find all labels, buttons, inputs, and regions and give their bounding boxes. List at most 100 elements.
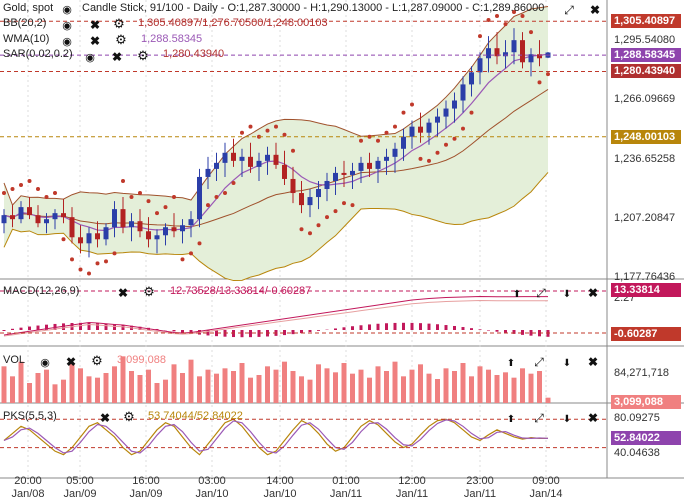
gear-icon[interactable] [112, 17, 126, 31]
volume-bar [350, 373, 355, 403]
close-icon[interactable] [586, 411, 600, 425]
candle-body [341, 172, 347, 175]
time-tick-label: 16:00 [132, 475, 160, 487]
eye-icon[interactable] [60, 34, 74, 48]
sar-dot [163, 205, 168, 210]
volume-bar [477, 366, 483, 403]
close-icon[interactable] [110, 50, 124, 64]
eye-icon[interactable] [83, 50, 97, 64]
move-down-icon[interactable] [560, 286, 574, 300]
candle-body [248, 156, 253, 167]
sar-dot [520, 14, 525, 19]
sar-dot [427, 158, 431, 163]
candle-body [333, 172, 338, 181]
macd-histogram-bar [359, 325, 363, 330]
bb-values: 1,305.40897/1,276.70500/1,248.00103 [138, 17, 328, 29]
volume-bar [163, 379, 168, 403]
candle-body [537, 54, 542, 59]
volume-bar [231, 371, 236, 403]
sar-dot [248, 124, 253, 129]
move-up-icon[interactable] [504, 355, 518, 369]
macd-label: MACD(12,26,9) [3, 285, 80, 297]
volume-bar [367, 377, 372, 403]
macd-histogram-bar [19, 327, 23, 330]
candle-body [316, 189, 321, 198]
gear-icon[interactable] [142, 285, 156, 299]
gear-icon[interactable] [114, 33, 128, 47]
close-icon[interactable] [64, 355, 78, 369]
volume-bar [188, 359, 194, 403]
expand-icon[interactable] [534, 286, 548, 300]
date-tick-label: Jan/09 [63, 488, 97, 500]
price-box: 1,288.58345 [611, 48, 681, 63]
sar-dot [121, 178, 125, 183]
close-icon[interactable] [586, 286, 600, 300]
volume-bar [180, 373, 185, 403]
eye-icon[interactable] [60, 2, 74, 16]
sar-dot [155, 211, 159, 216]
macd-histogram-bar [402, 322, 405, 330]
candle-body [103, 227, 109, 240]
candle-body [375, 160, 381, 169]
pks-tick-label: 80.09275 [614, 412, 660, 425]
volume-bar [307, 379, 313, 403]
volume-bar [52, 384, 58, 403]
volume-bar [545, 397, 551, 403]
date-tick-label: Jan/14 [529, 488, 563, 500]
sar-dot [240, 130, 244, 135]
pks-label: PKS(5,5,3) [3, 410, 57, 422]
volume-bar [341, 363, 347, 403]
expand-icon[interactable] [532, 355, 546, 369]
move-down-icon[interactable] [560, 411, 574, 425]
eye-icon[interactable] [38, 355, 52, 369]
move-up-icon[interactable] [504, 411, 518, 425]
candle-body [120, 209, 126, 228]
close-icon[interactable] [98, 411, 112, 425]
gear-icon[interactable] [136, 49, 150, 63]
volume-bar [494, 375, 500, 403]
volume-bar [511, 377, 517, 403]
sar-dot [503, 22, 508, 27]
macd-histogram-bar [436, 324, 439, 330]
time-tick-label: 23:00 [466, 475, 494, 487]
volume-bar [214, 373, 219, 403]
macd-histogram-bar [461, 327, 465, 330]
close-icon[interactable] [586, 355, 600, 369]
macd-histogram-bar [87, 322, 91, 330]
volume-bar [528, 373, 534, 403]
volume-bar [78, 368, 83, 403]
candle-body [443, 108, 449, 117]
candle-body [188, 219, 194, 226]
date-tick-label: Jan/10 [195, 488, 229, 500]
candle-body [477, 58, 483, 73]
sar-dot [95, 261, 100, 266]
sar-dot [512, 10, 516, 14]
macd-histogram-bar [419, 323, 422, 330]
volume-bar [290, 371, 296, 403]
vol-values: 3,099,088 [117, 354, 166, 366]
move-up-icon[interactable] [510, 286, 524, 300]
expand-icon[interactable] [532, 411, 546, 425]
macd-histogram-bar [283, 330, 286, 336]
date-tick-label: Jan/11 [463, 488, 497, 500]
close-icon[interactable] [116, 286, 130, 300]
expand-icon[interactable] [562, 3, 576, 17]
macd-histogram-bar [28, 326, 31, 330]
gear-icon[interactable] [122, 410, 136, 424]
volume-bar [460, 363, 466, 403]
close-icon[interactable] [588, 3, 602, 17]
sar-dot [19, 182, 23, 187]
volume-bar [69, 363, 75, 403]
volume-bar [273, 369, 279, 403]
close-icon[interactable] [88, 34, 102, 48]
close-icon[interactable] [88, 18, 102, 32]
macd-histogram-bar [240, 330, 244, 338]
price-tick-label: 1,295.54080 [614, 34, 676, 47]
move-down-icon[interactable] [560, 355, 574, 369]
volume-bar [265, 366, 270, 403]
candle-body [129, 221, 134, 228]
sar-dot [299, 227, 304, 232]
eye-icon[interactable] [60, 18, 74, 32]
gear-icon[interactable] [90, 354, 104, 368]
